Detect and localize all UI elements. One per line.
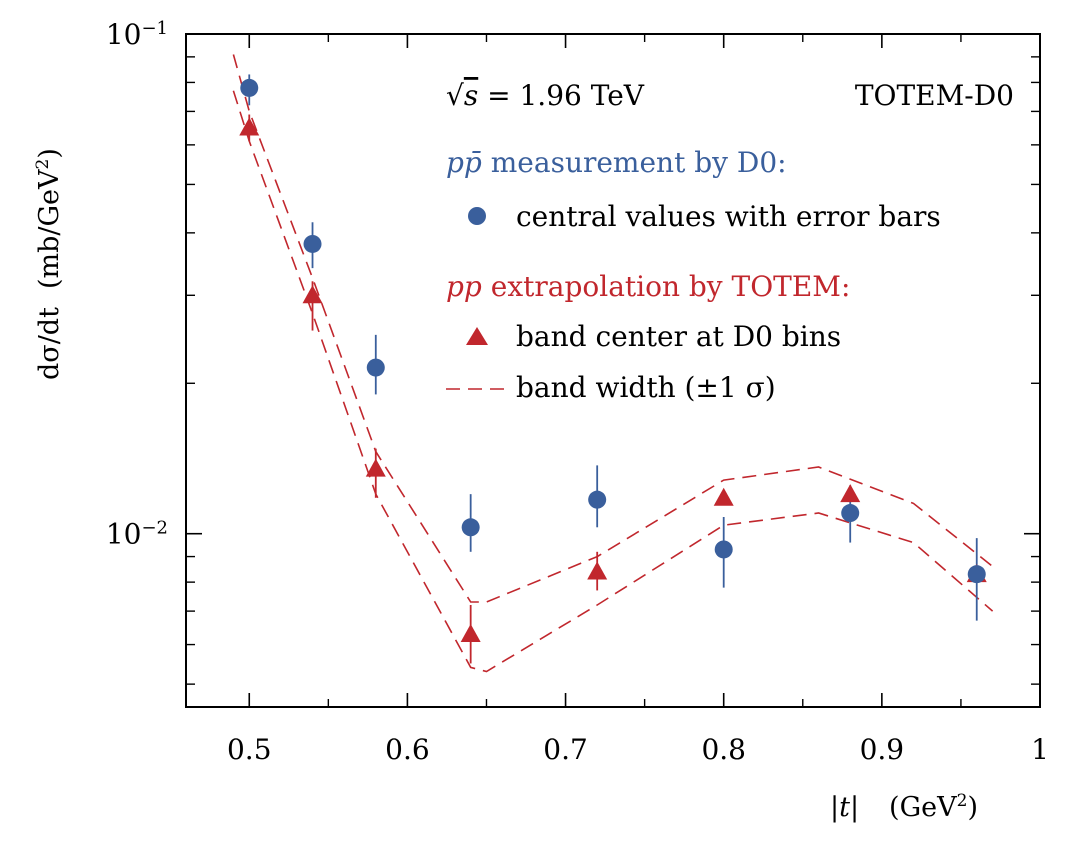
x-tick-label: 0.9: [860, 733, 905, 766]
energy-value: = 1.96 TeV: [478, 79, 645, 112]
plot-frame: [185, 33, 1041, 708]
axis-ticks: [186, 33, 1041, 707]
d0-circle-point: [588, 490, 607, 509]
legend-totem-label: band center at D0 bins: [516, 320, 841, 353]
legend-totem-symbol: pp: [446, 270, 482, 303]
legend-d0-text: measurement by D0:: [482, 146, 787, 179]
legend: pp̄ measurement by D0: central values wi…: [446, 146, 941, 404]
y-tick-label: 10−1: [106, 18, 168, 52]
tick-labels: 0.5 0.6 0.7 0.8 0.9 1 10−1 10−2: [106, 18, 1049, 767]
d0-circle-point: [714, 540, 733, 559]
totem-triangle-point: [460, 623, 481, 642]
legend-totem-marker: [466, 327, 488, 345]
d0-circle-point: [461, 518, 480, 537]
totem-triangle-point: [239, 117, 260, 136]
totem-triangle-point: [840, 484, 861, 503]
totem-triangle-point: [302, 285, 323, 304]
legend-d0-symbol: pp̄: [446, 146, 482, 179]
y-axis-label-main: dσ/dt: [34, 307, 65, 380]
energy-variable: s: [464, 79, 478, 112]
d0-circle-point: [366, 358, 385, 377]
x-axis-label-unit-suffix: ): [967, 792, 978, 823]
totem-triangle-point: [713, 487, 734, 506]
x-axis-label-unit-sup: 2: [957, 791, 968, 811]
x-tick-label: 0.5: [227, 733, 272, 766]
legend-totem-header: pp extrapolation by TOTEM:: [446, 270, 850, 303]
x-tick-label: 0.8: [701, 733, 746, 766]
totem-triangle-point: [365, 458, 386, 477]
legend-d0-label: central values with error bars: [516, 200, 941, 233]
y-axis-label-unit-sup: 2: [33, 159, 53, 170]
x-axis-label: |t| (GeV2): [830, 791, 978, 823]
legend-band-label: band width (±1 σ): [516, 371, 776, 404]
d0-circle-point: [841, 504, 860, 523]
y-axis-label-unit-prefix: (mb/GeV: [34, 169, 65, 289]
energy-annotation: √s = 1.96 TeV: [446, 79, 645, 112]
totem-triangle-point: [587, 561, 608, 580]
d0-circle-point: [967, 565, 986, 584]
x-tick-label: 0.7: [543, 733, 588, 766]
x-axis-label-main: |t|: [830, 792, 859, 823]
legend-d0-marker: [468, 207, 486, 225]
y-axis-label-unit-suffix: ): [34, 148, 65, 159]
y-axis-label: dσ/dt (mb/GeV2): [33, 148, 65, 380]
sqrt-symbol: √: [446, 79, 464, 112]
band-lower-line: [232, 90, 994, 673]
experiment-label: TOTEM-D0: [855, 79, 1014, 112]
markers: [239, 78, 987, 642]
x-tick-label: 0.6: [385, 733, 430, 766]
d0-circle-point: [240, 78, 259, 97]
band-lines: [232, 54, 994, 673]
x-tick-label: 1: [1031, 733, 1049, 766]
legend-d0-header: pp̄ measurement by D0:: [446, 146, 787, 179]
legend-totem-text: extrapolation by TOTEM:: [482, 270, 851, 303]
x-axis-label-unit-prefix: (GeV: [889, 792, 957, 823]
d0-circle-point: [303, 234, 322, 253]
y-tick-label: 10−2: [106, 517, 168, 551]
band-upper-line: [232, 54, 994, 603]
